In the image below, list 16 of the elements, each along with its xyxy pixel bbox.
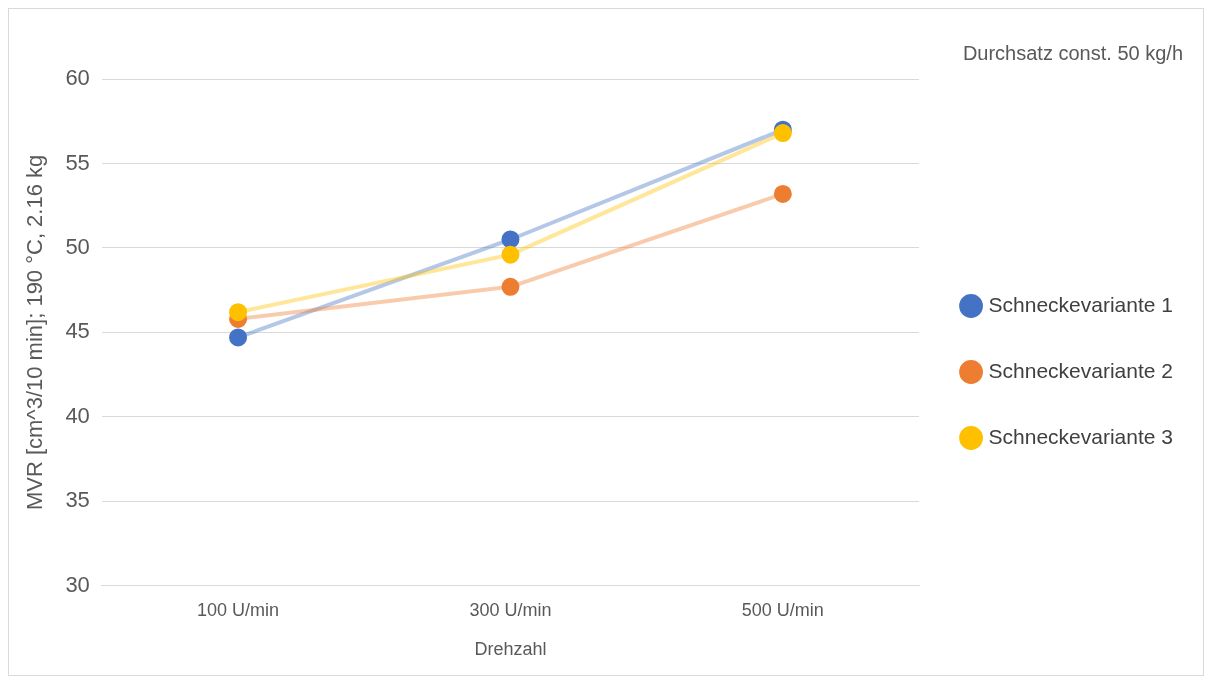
y-axis-title: MVR [cm^3/10 min]; 190 °C, 2.16 kg xyxy=(22,154,48,511)
y-tick-label: 55 xyxy=(65,149,90,175)
y-tick-label: 45 xyxy=(65,318,90,344)
text: Durchsatz const. 50 kg/h xyxy=(962,41,1183,64)
legend-label: Schneckevariante 1 xyxy=(988,292,1174,316)
x-axis-title: Drehzahl xyxy=(474,639,547,660)
y-tick-label: 50 xyxy=(65,234,90,259)
x-tick-label: 100 U/min xyxy=(197,599,280,620)
legend-label: Schneckevariante 3 xyxy=(988,424,1174,448)
y-tick-label: 30 xyxy=(65,571,90,597)
legend-label: Schneckevariante 2 xyxy=(988,358,1174,382)
y-tick-label: 60 xyxy=(65,65,90,91)
x-tick-label: 500 U/min xyxy=(741,599,824,620)
y-tick-label: 35 xyxy=(65,487,90,513)
y-tick-label: 40 xyxy=(65,402,90,428)
x-tick-label: 300 U/min xyxy=(469,599,552,620)
